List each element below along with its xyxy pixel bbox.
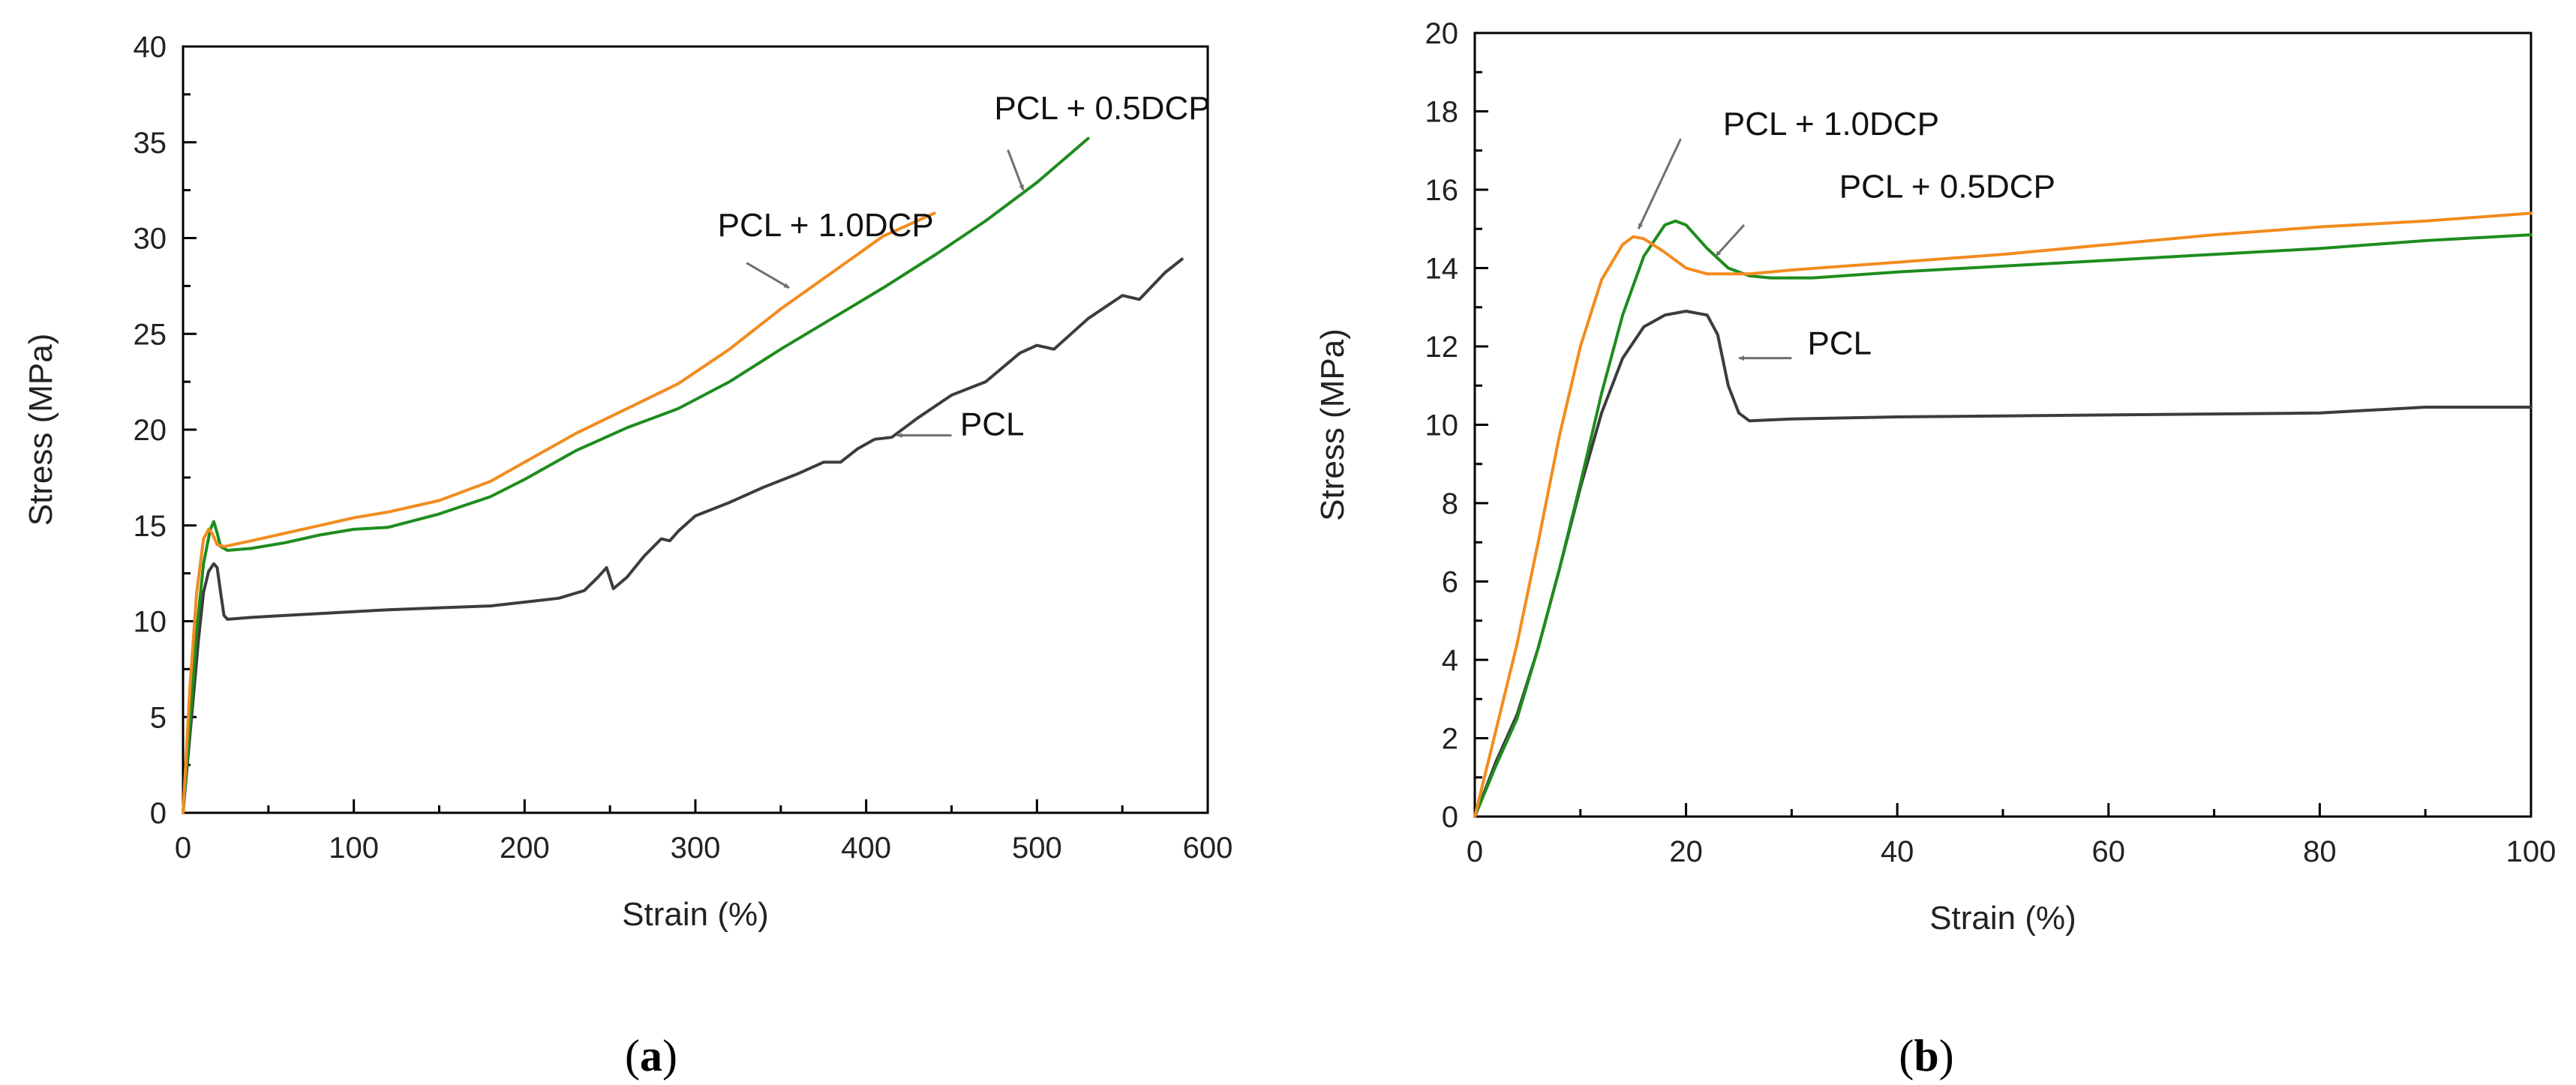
panel-b-caption-letter: b — [1914, 1031, 1938, 1081]
panel-b-y-tick-label: 10 — [1425, 409, 1459, 442]
panel-b-y-tick-label: 20 — [1425, 17, 1459, 50]
panel-b-y-tick-label: 14 — [1425, 253, 1459, 286]
panel-a-y-axis-label: Stress (MPa) — [23, 334, 59, 526]
panel-b-x-axis-label: Strain (%) — [1929, 900, 2076, 937]
panel-a-y-tick-label: 10 — [134, 606, 167, 639]
panel-a-series-pcl-1-0dcp — [182, 211, 936, 814]
panel-a-y-tick-label: 40 — [134, 31, 167, 64]
panel-a-y-tick-label: 5 — [150, 701, 167, 734]
panel-b-x-tick-label: 60 — [2092, 835, 2126, 868]
panel-a-caption-letter: a — [640, 1031, 662, 1081]
panel-b-x-tick-label: 20 — [1669, 835, 1703, 868]
panel-a-x-axis-label: Strain (%) — [622, 896, 769, 933]
panel-b-annotation-arrow-pcl-0-5dcp — [1714, 224, 1746, 257]
panel-b-chart: 0 20 40 60 80 100 0 2 4 6 8 10 12 14 16 18 20 Strain (%) S… — [1314, 17, 2556, 937]
panel-a-series-pcl-0-5dcp — [182, 136, 1090, 814]
panel-b-x-tick-label: 100 — [2506, 835, 2556, 868]
panel-b-x-tick-label: 40 — [1881, 835, 1914, 868]
panel-a-y-tick-label: 35 — [134, 127, 167, 160]
panel-a-x-tick-label: 200 — [500, 832, 550, 865]
panel-b-annotation-pcl-0-5dcp: PCL + 0.5DCP — [1839, 168, 2055, 205]
panel-a-annotation-pcl-0-5dcp: PCL + 0.5DCP — [994, 90, 1210, 127]
panel-b-y-tick-label: 2 — [1442, 723, 1458, 756]
panel-a-y-tick-label: 15 — [134, 510, 167, 543]
panel-b-annotation-arrow-pcl-1-0dcp — [1637, 138, 1682, 229]
panel-a-annotation-pcl-1-0dcp: PCL + 1.0DCP — [718, 207, 934, 244]
panel-a-chart: 0 100 200 300 400 500 600 0 5 10 15 20 25 30 35 40 Strai… — [23, 31, 1232, 933]
panel-b-y-tick-label: 6 — [1442, 566, 1458, 599]
panel-b-y-tick-label: 4 — [1442, 644, 1458, 677]
panel-a-x-tick-label: 300 — [671, 832, 721, 865]
panel-a-x-tick-label: 0 — [175, 832, 191, 865]
panel-a-x-tick-label: 100 — [329, 832, 379, 865]
panel-b-x-tick-label: 0 — [1467, 835, 1483, 868]
panel-a-annotation-pcl: PCL — [960, 406, 1025, 443]
panel-a-x-tick-label: 400 — [841, 832, 891, 865]
panel-b-annotation-pcl: PCL — [1808, 325, 1872, 361]
panel-b-y-tick-label: 0 — [1442, 801, 1458, 834]
panel-b-y-tick-label: 18 — [1425, 96, 1459, 129]
panel-a-x-tick-label: 600 — [1183, 832, 1233, 865]
panel-b-y-tick-label: 16 — [1425, 174, 1459, 207]
panel-b-caption: (b) — [1899, 1031, 1953, 1081]
panel-a-annotation-arrow-pcl-1-0dcp — [746, 262, 790, 289]
panel-b-series-pcl-1-0dcp — [1473, 211, 2532, 818]
panel-a-y-tick-label: 25 — [134, 318, 167, 351]
panel-a-y-tick-label: 20 — [134, 414, 167, 447]
panel-a-annotation-arrow-pcl-0-5dcp — [1007, 149, 1025, 191]
panel-a-y-tick-label: 30 — [134, 223, 167, 256]
panel-b-y-tick-label: 8 — [1442, 487, 1458, 520]
panel-a-series-pcl — [182, 257, 1184, 814]
panel-b-y-axis-label: Stress (MPa) — [1314, 328, 1351, 521]
panel-b-x-tick-label: 80 — [2303, 835, 2337, 868]
panel-b-series-pcl-0-5dcp — [1473, 219, 2532, 818]
panel-b-annotation-pcl-1-0dcp: PCL + 1.0DCP — [1723, 106, 1939, 142]
panel-b-y-tick-label: 12 — [1425, 331, 1459, 364]
panel-a-caption: (a) — [625, 1031, 677, 1081]
panel-a-x-tick-label: 500 — [1012, 832, 1062, 865]
panel-a-y-tick-label: 0 — [150, 797, 167, 830]
